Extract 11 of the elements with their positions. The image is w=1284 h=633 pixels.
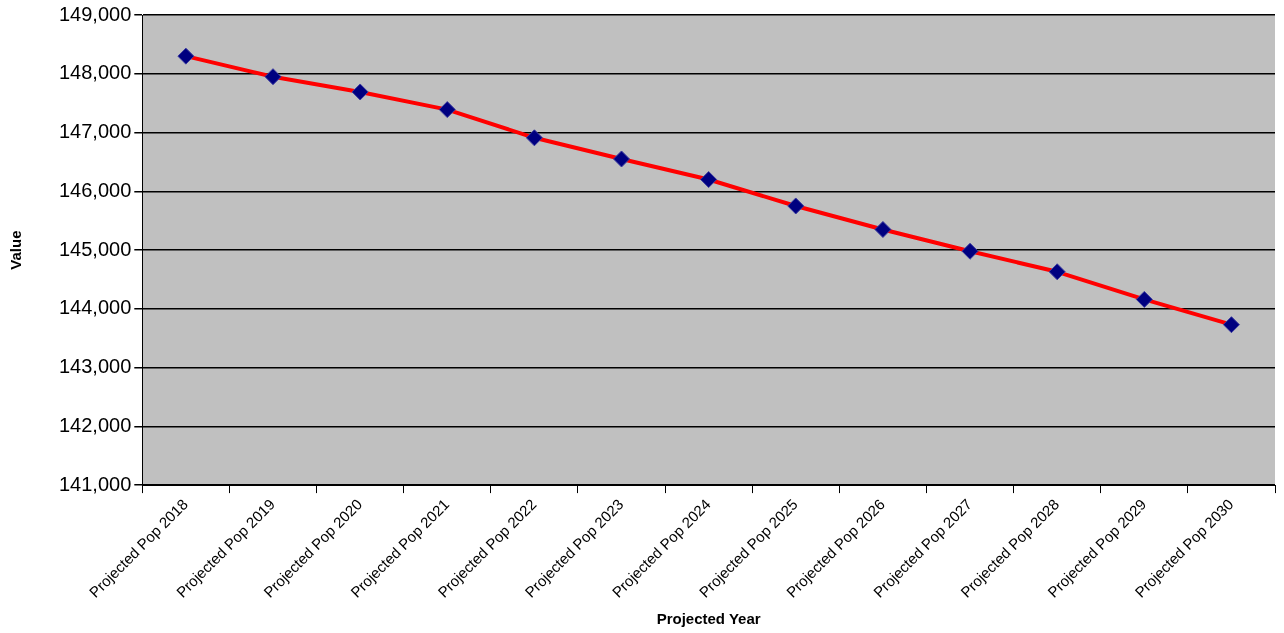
y-tick-label: 148,000 xyxy=(59,61,132,84)
y-tick-label: 143,000 xyxy=(59,355,132,378)
y-tick-label: 149,000 xyxy=(59,2,132,25)
y-tick-label: 141,000 xyxy=(59,472,132,495)
y-tick-label: 147,000 xyxy=(59,120,132,143)
y-tick-label: 144,000 xyxy=(59,296,132,319)
x-axis-title: Projected Year xyxy=(656,610,761,628)
y-tick-label: 142,000 xyxy=(59,413,132,436)
y-tick-label: 145,000 xyxy=(59,237,132,260)
y-axis-title: Value xyxy=(7,230,25,270)
y-tick-label: 146,000 xyxy=(59,178,132,201)
